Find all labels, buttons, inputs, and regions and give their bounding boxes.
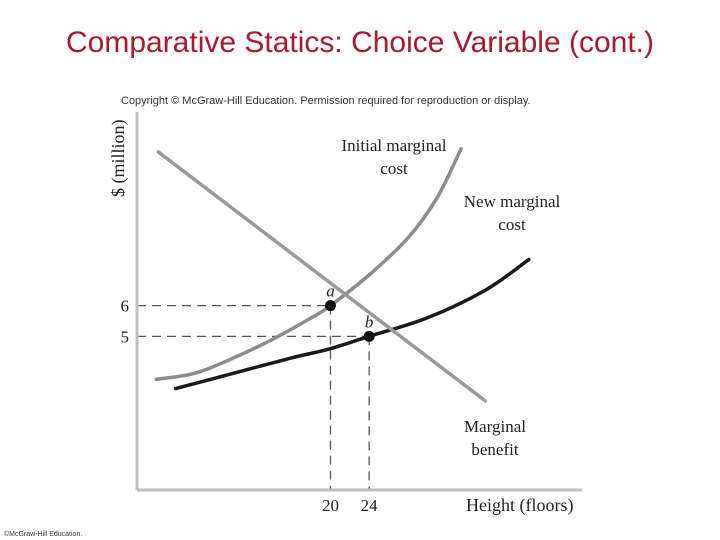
- y-axis-label: $ (million): [108, 120, 129, 198]
- slide-title: Comparative Statics: Choice Variable (co…: [65, 26, 655, 59]
- label-marginal-benefit: Marginal benefit: [464, 417, 526, 459]
- equilibrium-points: ab: [324, 282, 375, 342]
- curve-initial-marginal-cost: [154, 147, 463, 382]
- copyright-notice: Copyright © McGraw-Hill Education. Permi…: [121, 95, 531, 107]
- y-tick-5: 5: [121, 327, 130, 346]
- point-a: [324, 300, 336, 312]
- point-label-a: a: [326, 282, 335, 301]
- point-b: [363, 330, 375, 342]
- footer-credit: ©McGraw-Hill Education.: [4, 531, 83, 538]
- curve-labels: Initial marginal cost New marginal cost Marg…: [342, 136, 561, 459]
- curve-new-marginal-cost: [173, 257, 531, 391]
- label-initial-marginal-cost: Initial marginal cost: [342, 136, 447, 178]
- y-tick-6: 6: [121, 297, 130, 316]
- point-label-b: b: [365, 312, 374, 331]
- dashed-guides: [137, 304, 370, 490]
- x-tick-20: 20: [322, 496, 339, 515]
- x-axis-label: Height (floors): [466, 495, 573, 516]
- x-tick-24: 24: [361, 496, 379, 515]
- label-new-marginal-cost: New marginal cost: [464, 192, 561, 234]
- axes: [135, 112, 582, 492]
- tick-labels: 20 24 6 5: [121, 297, 379, 515]
- curve-marginal-benefit: [156, 150, 488, 403]
- curves: [154, 147, 531, 403]
